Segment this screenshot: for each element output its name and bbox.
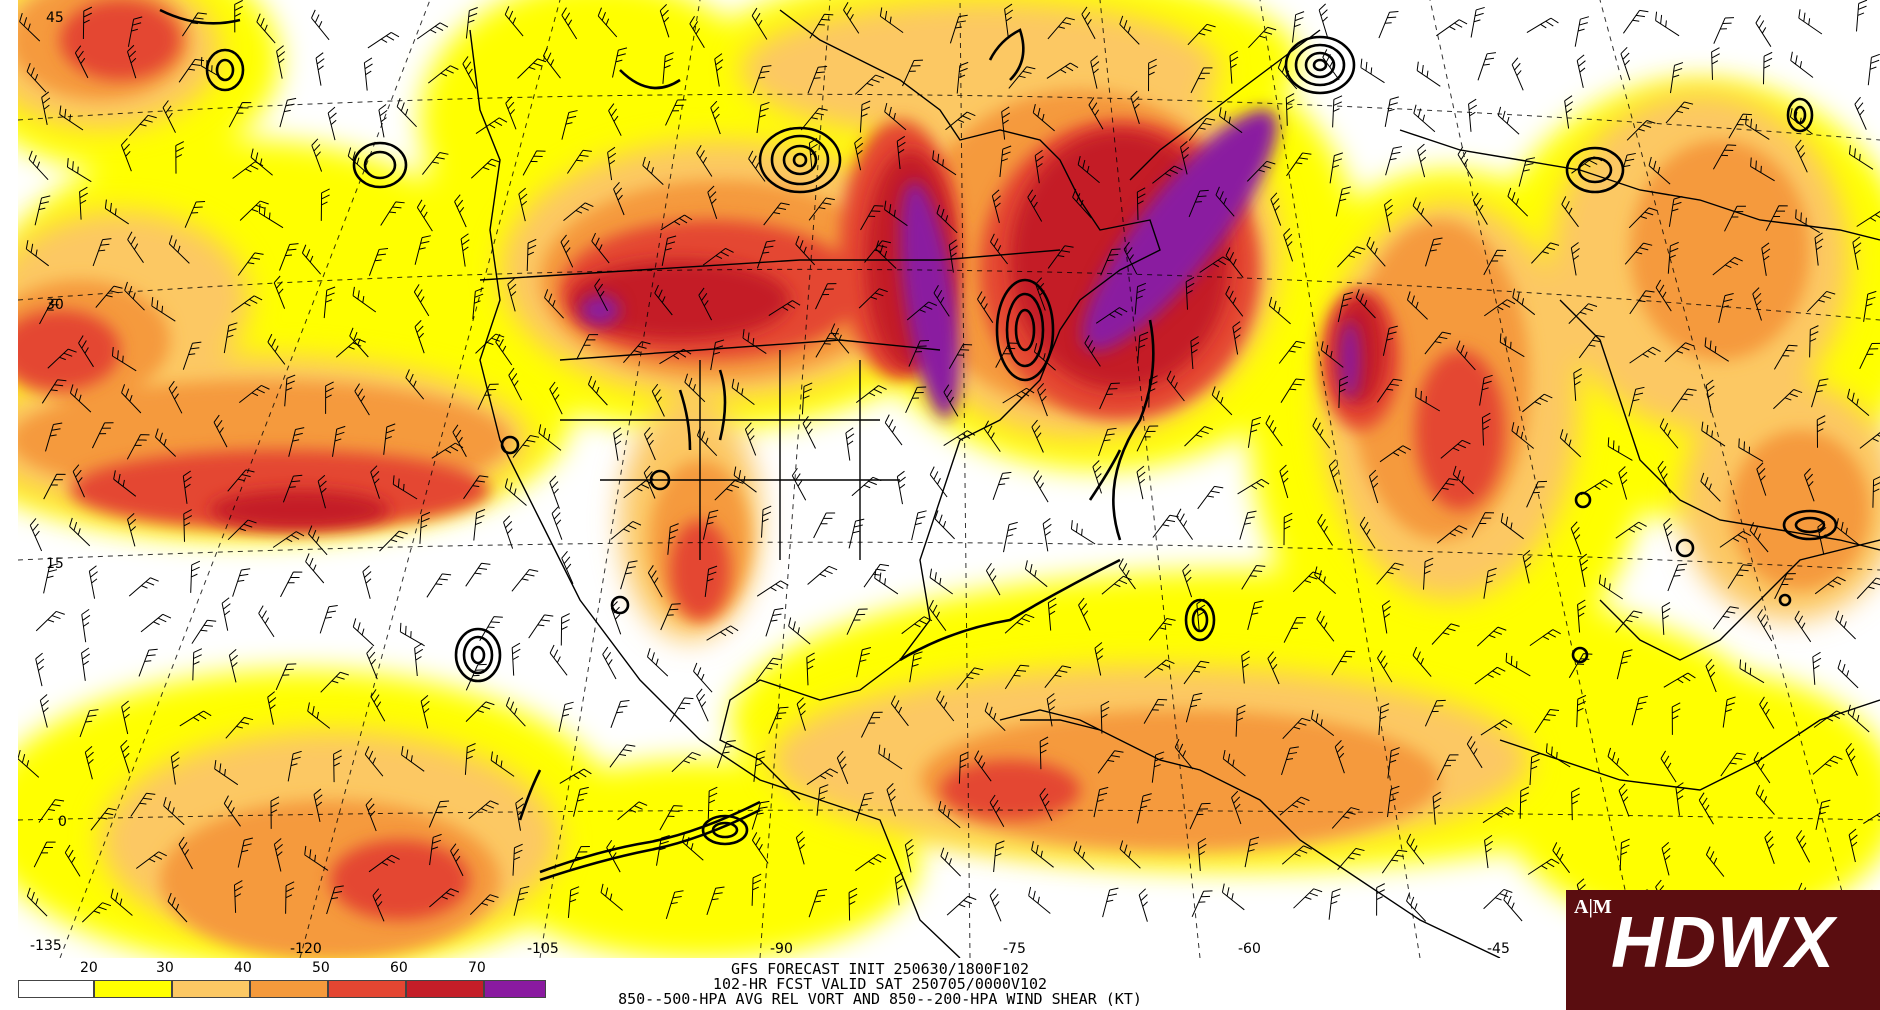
legend-swatch [406,980,484,998]
legend-swatch [18,980,94,998]
legend-tick: 20 [80,960,98,976]
legend-tick: 70 [468,960,486,976]
lat-label: 45 [46,10,64,26]
hdwx-logo: A|M HDWX [1566,890,1880,1010]
lat-label: 0 [58,814,67,830]
forecast-init-line: GFS FORECAST INIT 250630/1800F102 [730,960,1029,978]
lon-label: -75 [1003,941,1026,957]
lon-label: -45 [1487,941,1510,957]
legend-swatch [172,980,250,998]
product-description-line: 850--500-HPA AVG REL VORT AND 850--200-H… [618,990,1142,1008]
coastlines [469,9,1880,958]
lon-label: -135 [30,938,62,954]
legend-swatch [484,980,546,998]
lon-label: -120 [290,941,322,957]
axis-labels: -135 -120 -105 -90 -75 -60 -45 45 30 15 … [30,10,1510,957]
legend-tick: 60 [390,960,408,976]
lon-label: -90 [770,941,793,957]
vorticity-contours [159,8,1838,882]
lat-label: 30 [46,297,64,313]
legend-tick: 50 [312,960,330,976]
legend-swatch [328,980,406,998]
forecast-valid-line: 102-HR FCST VALID SAT 250705/0000V102 [712,975,1048,993]
legend-tick: 30 [156,960,174,976]
legend-swatch [250,980,328,998]
hdwx-logo-text: HDWX [1611,903,1835,983]
legend-tick: 40 [234,960,252,976]
shear-shading [18,0,1880,958]
legend-swatch [94,980,172,998]
lat-label: 15 [46,556,64,572]
atm-emblem: A|M [1574,896,1612,918]
lon-label: -60 [1238,941,1261,957]
lon-label: -105 [527,941,559,957]
